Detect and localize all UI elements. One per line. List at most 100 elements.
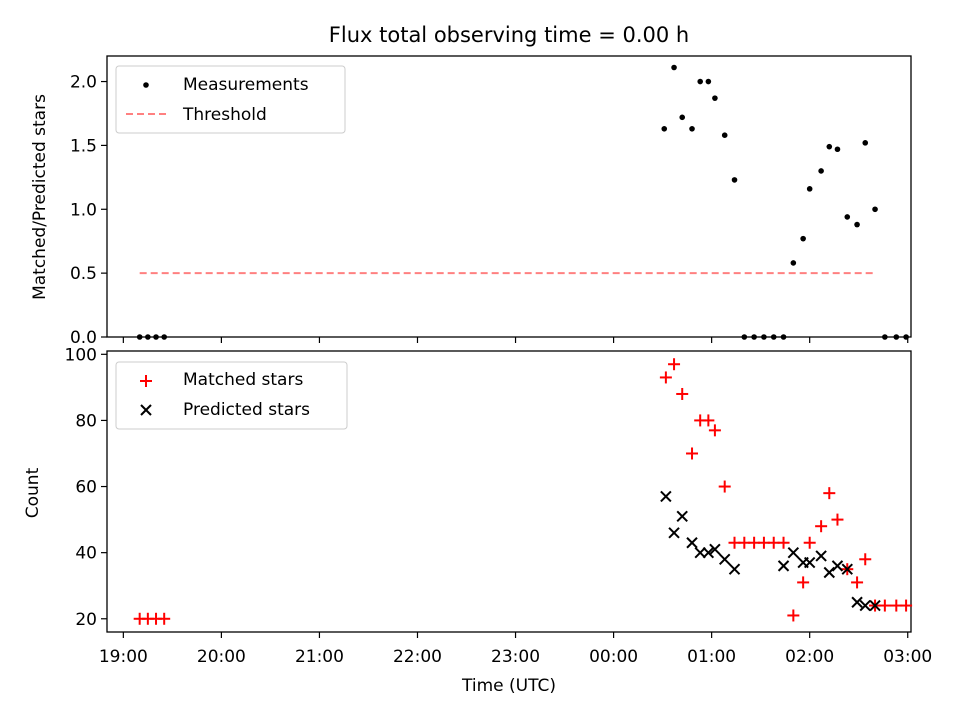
measurement-point	[770, 334, 777, 340]
predicted-star-point	[709, 543, 721, 556]
matched-star-point	[900, 599, 913, 612]
measurement-point	[705, 78, 712, 85]
legend-predicted-marker	[140, 404, 152, 416]
predicted-star-point	[702, 546, 715, 559]
measurement-point	[818, 168, 824, 174]
measurement-point	[800, 235, 806, 242]
predicted-star-point	[831, 560, 844, 572]
predicted-star-point	[777, 560, 790, 572]
measurement-point	[731, 177, 738, 183]
matched-star-point	[831, 513, 844, 526]
matched-star-point	[797, 576, 810, 589]
bottom-y-tick-label: 60	[75, 478, 97, 498]
matched-star-point	[851, 576, 864, 589]
measurement-point	[721, 132, 728, 138]
matched-star-point	[708, 424, 721, 437]
bottom-marks	[133, 358, 913, 625]
measurement-point	[697, 78, 703, 85]
legend-measurements-marker	[143, 82, 149, 88]
matched-star-point	[859, 553, 872, 566]
top-x-ticks	[122, 337, 909, 343]
measurement-point	[671, 64, 677, 71]
measurement-point	[854, 221, 860, 228]
bottom-x-tick-label: 19:00	[99, 647, 148, 667]
predicted-star-point	[815, 550, 827, 562]
measurement-point	[790, 260, 797, 266]
measurement-point	[689, 126, 695, 132]
top-y-tick-label: 0.5	[70, 264, 97, 284]
measurement-point	[903, 334, 909, 340]
bottom-y-tick-label: 40	[75, 544, 97, 564]
matched-star-point	[668, 358, 681, 371]
bottom-x-ticks: 19:00 20:00 21:00 22:00 23:00 00:00 01:00 02:00…	[99, 632, 932, 667]
legend-predicted-label: Predicted stars	[183, 400, 310, 420]
bottom-y-tick-label: 20	[75, 610, 97, 630]
top-legend-box	[115, 65, 346, 134]
matched-star-point	[823, 487, 836, 500]
measurement-point	[834, 146, 841, 153]
measurement-point	[741, 334, 748, 340]
bottom-x-tick-label: 00:00	[589, 647, 638, 667]
top-y-tick-label: 2.0	[70, 73, 97, 93]
legend-measurements-label: Measurements	[183, 75, 309, 95]
x-axis-label: Time (UTC)	[461, 676, 556, 696]
matched-star-point	[702, 414, 715, 427]
measurement-point	[161, 334, 167, 340]
top-y-axis-label: Matched/Predicted stars	[30, 94, 50, 300]
measurement-point	[153, 334, 159, 340]
matched-star-point	[787, 609, 800, 622]
measurement-point	[806, 186, 813, 192]
measurement-point	[679, 114, 686, 121]
predicted-star-point	[728, 563, 741, 575]
matched-star-point	[815, 520, 828, 533]
predicted-star-point	[660, 490, 672, 503]
bottom-plot-frame	[106, 350, 912, 633]
legend-matched-marker	[140, 375, 152, 387]
measurement-point	[136, 334, 143, 340]
predicted-star-point	[676, 510, 688, 523]
predicted-star-point	[823, 566, 835, 579]
bottom-y-tick-label: 80	[75, 411, 97, 431]
matched-star-point	[777, 536, 790, 549]
top-y-ticks: 0.0 0.5 1.0 1.5 2.0	[70, 73, 107, 348]
matched-star-point	[878, 599, 891, 612]
bottom-y-axis-label: Count	[23, 467, 43, 518]
matched-star-point	[676, 387, 689, 400]
predicted-star-point	[851, 596, 863, 608]
bottom-x-tick-label: 02:00	[785, 647, 834, 667]
measurement-point	[882, 334, 888, 340]
top-y-tick-label: 1.0	[70, 200, 97, 220]
top-plot-frame	[106, 55, 912, 338]
bottom-y-ticks: 20 40 60 80 100	[65, 345, 107, 630]
top-y-tick-label: 0.0	[70, 328, 97, 348]
top-marks	[136, 64, 909, 340]
measurement-point	[826, 143, 833, 150]
matched-star-point	[158, 612, 171, 625]
measurement-point	[761, 334, 767, 340]
matched-star-point	[718, 480, 731, 493]
top-y-tick-label: 1.5	[70, 136, 97, 156]
legend-threshold-label: Threshold	[182, 105, 267, 125]
matched-star-point	[686, 447, 699, 460]
bottom-x-tick-label: 21:00	[295, 647, 344, 667]
measurement-point	[712, 95, 718, 101]
top-legend: Measurements Threshold	[115, 65, 346, 134]
predicted-star-point	[787, 546, 800, 559]
bottom-x-tick-label: 23:00	[491, 647, 540, 667]
predicted-star-point	[869, 599, 881, 612]
measurement-point	[844, 214, 851, 220]
chart-title: Flux total observing time = 0.00 h	[329, 23, 689, 47]
bottom-legend: Matched stars Predicted stars	[115, 361, 348, 430]
predicted-star-point	[694, 546, 706, 559]
predicted-star-point	[803, 556, 816, 569]
predicted-star-point	[859, 599, 871, 612]
measurement-point	[862, 140, 869, 146]
matched-star-point	[659, 371, 672, 384]
predicted-star-point	[719, 553, 731, 565]
predicted-star-point	[841, 563, 853, 575]
bottom-panel: 20 40 60 80 100 19:00 20:00 21:00 22:00 23:00 00:…	[23, 345, 932, 696]
bottom-x-tick-label: 20:00	[197, 647, 246, 667]
measurement-point	[893, 334, 900, 340]
bottom-x-tick-label: 03:00	[883, 647, 932, 667]
